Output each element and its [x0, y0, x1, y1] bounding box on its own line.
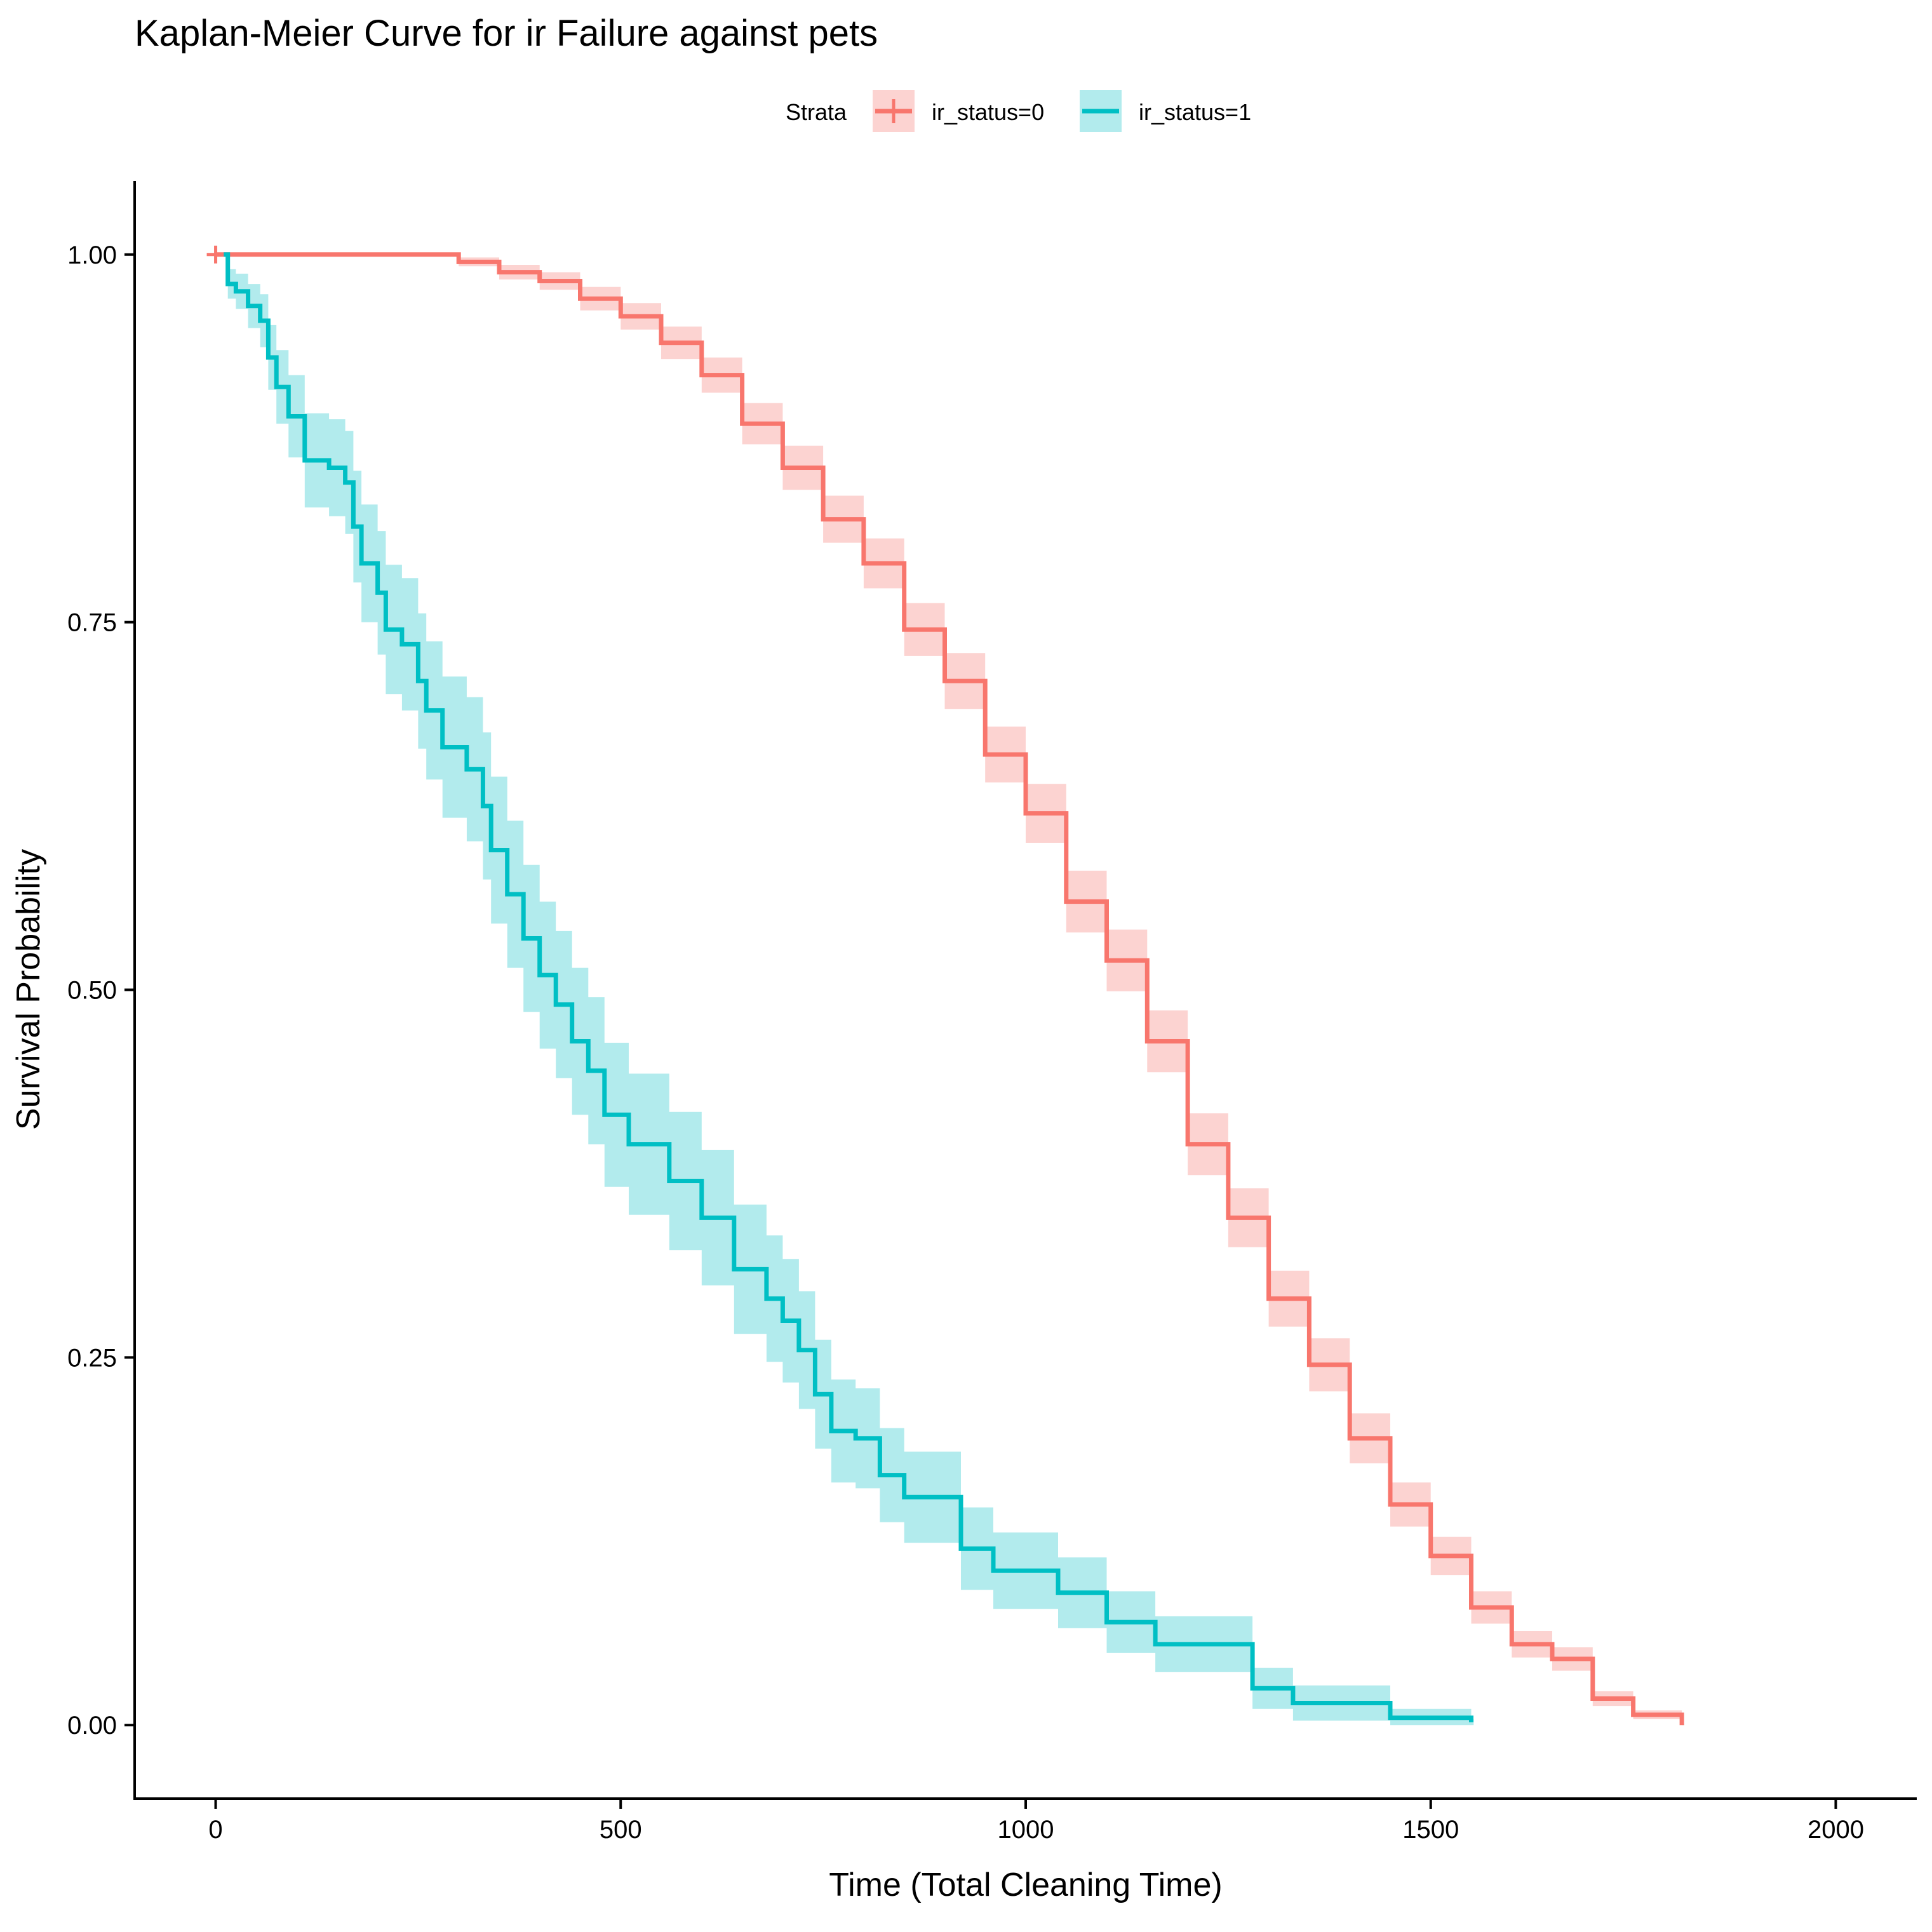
legend-label-ir-status-1: ir_status=1 — [1139, 99, 1251, 125]
survival-line-ir-status-0 — [215, 252, 1684, 1726]
y-tick-label: 1.00 — [67, 241, 117, 269]
y-tick-label: 0.25 — [67, 1344, 117, 1372]
x-tick-label: 2000 — [1808, 1816, 1864, 1844]
chart-title: Kaplan-Meier Curve for ir Failure agains… — [135, 13, 878, 54]
legend: Strata ir_status=0 ir_status=1 — [786, 90, 1251, 132]
x-tick-label: 500 — [600, 1816, 642, 1844]
legend-item-ir-status-1: ir_status=1 — [1080, 90, 1251, 132]
axes: 0 500 1000 1500 2000 0.00 0.25 0.50 0.75 1.00 — [67, 181, 1917, 1844]
y-tick-label: 0.50 — [67, 977, 117, 1005]
legend-label-ir-status-0: ir_status=0 — [932, 99, 1044, 125]
confidence-band-ir-status-0 — [215, 254, 1684, 1726]
y-tick-label: 0.75 — [67, 609, 117, 637]
survival-line-ir-status-1 — [224, 252, 1473, 1722]
y-tick-label: 0.00 — [67, 1712, 117, 1740]
y-axis-title: Survival Probability — [10, 849, 47, 1130]
legend-item-ir-status-0: ir_status=0 — [873, 90, 1044, 132]
plot-area — [206, 245, 1684, 1726]
x-tick-label: 1500 — [1402, 1816, 1459, 1844]
legend-title: Strata — [786, 99, 847, 125]
x-tick-label: 1000 — [998, 1816, 1054, 1844]
x-tick-label: 0 — [208, 1816, 222, 1844]
x-axis-title: Time (Total Cleaning Time) — [829, 1867, 1222, 1903]
